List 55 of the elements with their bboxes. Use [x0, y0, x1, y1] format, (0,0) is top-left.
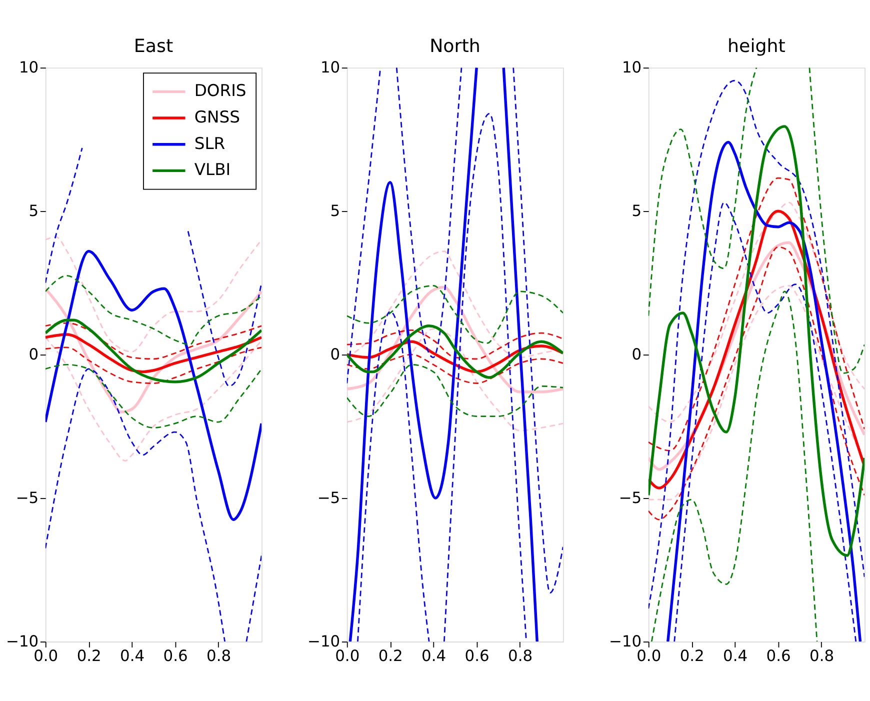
line-series — [346, 330, 564, 360]
x-tick-label: 0.6 — [766, 647, 791, 666]
line-series — [650, 290, 818, 642]
x-tick-label: 0.4 — [723, 647, 748, 666]
x-tick-label: 0.4 — [120, 647, 145, 666]
chart-title: East — [134, 36, 174, 58]
x-tick-label: 0.8 — [206, 647, 232, 666]
y-tick-label: −5 — [618, 489, 642, 508]
x-tick-label: 0.8 — [508, 647, 533, 666]
legend-label: SLR — [194, 134, 226, 153]
line-series — [666, 140, 862, 642]
line-series — [45, 336, 262, 462]
line-series — [648, 202, 865, 423]
legend-label: DORIS — [194, 81, 246, 100]
x-tick-label: 0.2 — [378, 647, 403, 666]
line-series — [674, 202, 857, 642]
y-tick-label: 10 — [320, 58, 340, 77]
line-series — [346, 250, 564, 358]
line-series — [648, 177, 865, 452]
y-tick-label: −5 — [16, 489, 39, 508]
line-series — [346, 328, 564, 432]
line-series — [648, 125, 865, 557]
x-tick-label: 0.8 — [810, 647, 834, 666]
line-series — [648, 246, 865, 520]
line-series — [45, 346, 262, 384]
y-tick-label: 0 — [632, 346, 642, 364]
y-tick-label: 5 — [28, 202, 39, 220]
x-tick-label: 0.6 — [464, 647, 490, 666]
line-series — [45, 318, 262, 384]
y-tick-label: 0 — [330, 346, 340, 364]
legend-label: GNSS — [194, 108, 240, 127]
y-tick-label: 0 — [28, 346, 39, 364]
y-tick-label: 10 — [18, 58, 39, 77]
chart-title: North — [430, 36, 480, 58]
line-series — [346, 354, 564, 384]
line-series — [45, 250, 262, 521]
y-tick-label: 10 — [622, 58, 642, 77]
y-tick-label: 5 — [632, 202, 642, 220]
line-series — [45, 322, 262, 360]
legend-label: VLBI — [194, 160, 231, 180]
line-series — [45, 364, 262, 428]
x-tick-label: 0.2 — [680, 647, 704, 666]
x-tick-label: 0.4 — [422, 647, 446, 666]
line-series — [45, 274, 262, 346]
line-series — [346, 324, 564, 379]
line-series — [346, 285, 564, 344]
line-series — [346, 364, 564, 417]
x-tick-label: 0.2 — [76, 647, 102, 666]
line-series — [45, 236, 262, 352]
x-tick-label: 0.6 — [163, 647, 188, 666]
chart-title: height — [728, 36, 786, 58]
line-series — [45, 333, 262, 374]
y-tick-label: 5 — [330, 202, 340, 220]
y-tick-label: −5 — [317, 489, 340, 508]
line-series — [648, 80, 865, 610]
